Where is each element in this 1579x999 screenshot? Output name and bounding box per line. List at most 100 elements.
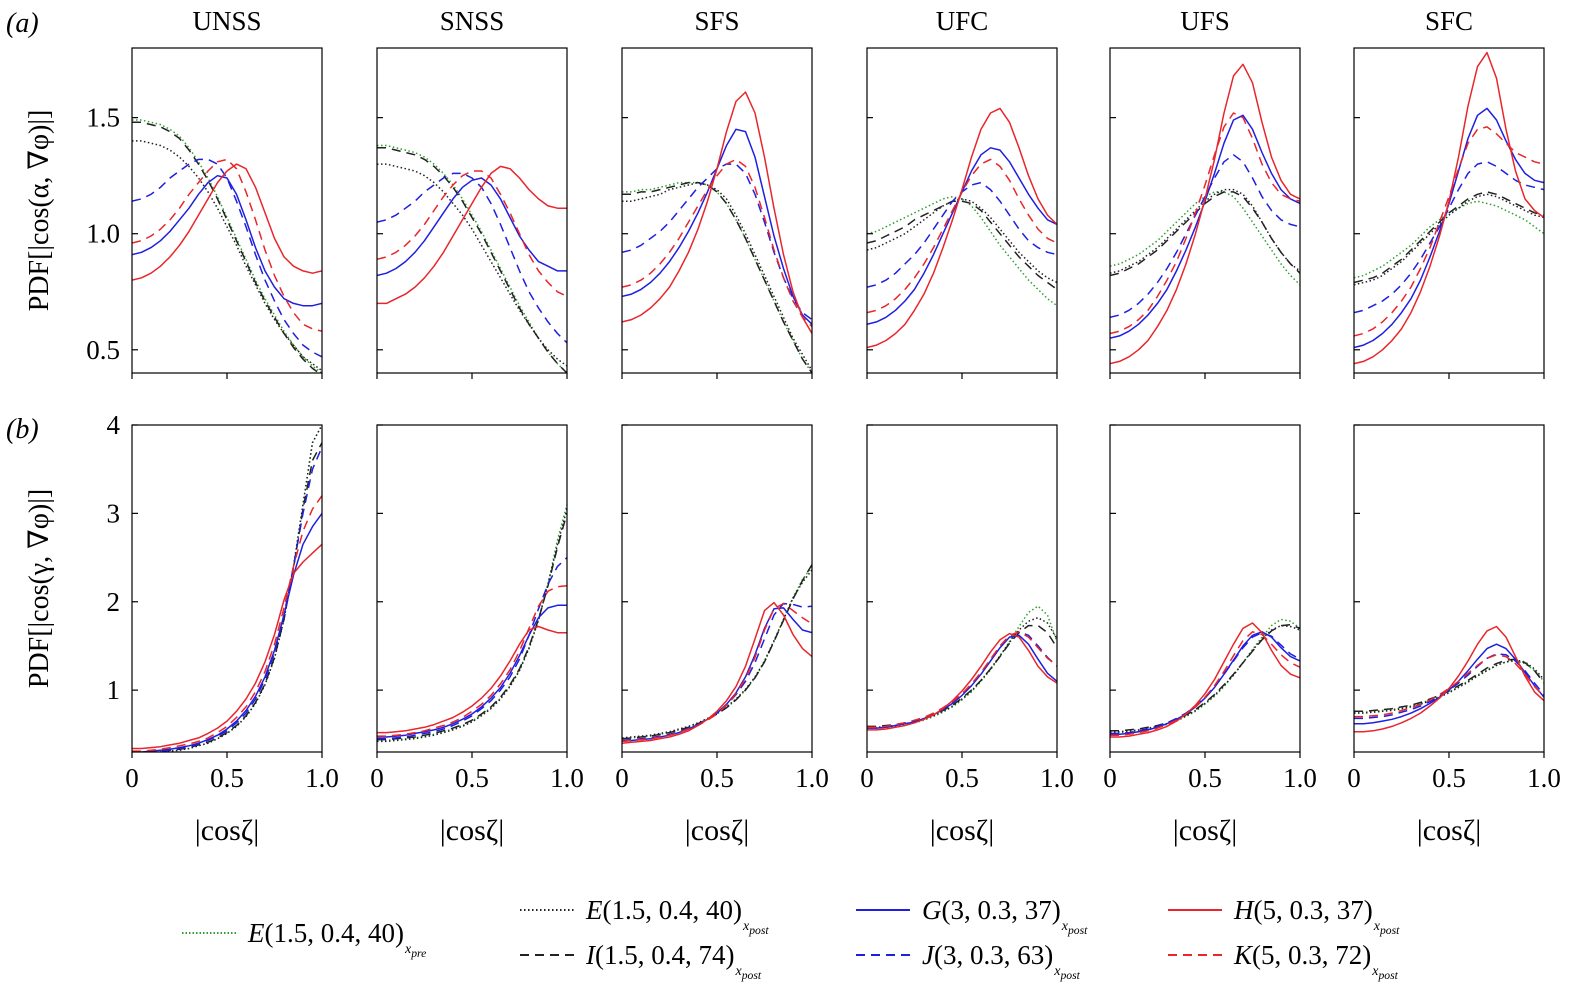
column-title-snss: SNSS <box>440 6 505 36</box>
series-line-E_post <box>132 140 322 372</box>
x-axis-label: |cosζ| <box>685 814 749 847</box>
series-line-H_post <box>377 625 567 734</box>
series-line-J_post <box>1110 631 1300 735</box>
panel-frame <box>621 424 813 753</box>
series-line-H_post <box>132 163 322 281</box>
x-axis-label: |cosζ| <box>1417 814 1481 847</box>
series-line-I_post <box>143 442 322 752</box>
legend-item-J-post: J(3, 0.3, 63)xpost <box>856 940 1080 981</box>
panel-a-sfs <box>621 47 813 379</box>
series-line-I_post <box>1354 658 1544 713</box>
series-line-E_post <box>1354 659 1544 714</box>
series-line-E_post <box>622 181 812 372</box>
panel-a-sfc <box>1353 47 1545 379</box>
y-tick-label: 1.0 <box>86 219 120 249</box>
series-line-J_post <box>622 163 812 321</box>
legend-swatch-G-post <box>856 909 910 911</box>
series-line-J_post <box>1354 653 1544 720</box>
series-line-G_post <box>1110 114 1300 339</box>
series-line-G_post <box>132 174 322 307</box>
x-axis-label: |cosζ| <box>195 814 259 847</box>
series-line-E_pre <box>1354 660 1544 713</box>
legend-item-H-post: H(5, 0.3, 37)xpost <box>1168 895 1399 936</box>
x-axis-label: |cosζ| <box>440 814 504 847</box>
series-line-K_post <box>867 631 1057 729</box>
series-line-E_post <box>867 616 1057 729</box>
series-line-E_post <box>867 198 1057 284</box>
x-tick-label: 0 <box>1347 763 1361 793</box>
x-tick-label: 0.5 <box>1432 763 1466 793</box>
y-tick-label: 4 <box>107 410 121 440</box>
x-tick-label: 0.5 <box>1188 763 1222 793</box>
x-tick-label: 0 <box>615 763 629 793</box>
series-line-E_pre <box>867 605 1057 729</box>
y-tick-label: 2 <box>107 587 121 617</box>
series-line-G_post <box>867 634 1057 729</box>
series-line-E_post <box>1110 624 1300 733</box>
x-tick-label: 1.0 <box>1040 763 1074 793</box>
panel-b-sfc: 0 0.5 1.0 |cosζ| <box>1347 424 1561 847</box>
series-line-I_post <box>1110 623 1300 732</box>
figure: (a) (b) UNSS SNSS SFS UFC UFS SFC PDF[|cos(α, ∇φ… <box>6 6 1561 847</box>
series-line-G_post <box>1354 643 1544 725</box>
series-line-I_post <box>867 624 1057 728</box>
series-line-G_post <box>132 512 322 752</box>
x-tick-label: 1.0 <box>1527 763 1561 793</box>
series-line-H_post <box>1354 51 1544 365</box>
panel-frame <box>376 424 568 753</box>
series-line-G_post <box>377 604 567 738</box>
series-line-E_pre <box>132 119 322 373</box>
series-line-K_post <box>622 158 812 328</box>
column-title-ufc: UFC <box>936 6 989 36</box>
panel-label-b: (b) <box>6 414 39 445</box>
series-line-G_post <box>1354 107 1544 349</box>
legend-item-E-pre: E(1.5, 0.4, 40)xpre <box>182 918 426 959</box>
x-tick-label: 0.5 <box>700 763 734 793</box>
x-tick-label: 1.0 <box>1283 763 1317 793</box>
series-line-E_pre <box>152 425 322 752</box>
series-line-E_pre <box>867 195 1057 307</box>
series-line-I_post <box>132 121 321 373</box>
series-line-H_post <box>867 632 1057 731</box>
series-line-J_post <box>143 446 322 752</box>
series-line-H_post <box>622 601 812 744</box>
x-tick-label: 0.5 <box>455 763 489 793</box>
series-line-K_post <box>377 585 567 737</box>
series-line-K_post <box>1354 126 1544 337</box>
series-line-K_post <box>132 158 322 332</box>
y-tick-label: 3 <box>107 498 121 528</box>
legend-item-E-post: E(1.5, 0.4, 40)xpost <box>520 895 769 936</box>
series-line-I_post <box>1110 191 1300 277</box>
legend-item-K-post: K(5, 0.3, 72)xpost <box>1168 940 1398 981</box>
legend-swatch-E-pre <box>182 932 236 934</box>
series-line-K_post <box>132 495 322 752</box>
series-line-I_post <box>377 147 567 373</box>
column-title-unss: UNSS <box>192 6 261 36</box>
series-line-H_post <box>132 543 322 750</box>
series-line-I_post <box>377 513 567 741</box>
legend-swatch-I-post <box>520 954 574 956</box>
series-line-H_post <box>1354 625 1544 733</box>
x-tick-label: 1.0 <box>550 763 584 793</box>
legend: E(1.5, 0.4, 40)xpre E(1.5, 0.4, 40)xpost… <box>0 880 1579 990</box>
series-line-J_post <box>867 631 1057 729</box>
series-line-E_post <box>377 163 567 367</box>
series-line-H_post <box>867 107 1057 349</box>
column-title-sfs: SFS <box>694 6 739 36</box>
legend-item-G-post: G(3, 0.3, 37)xpost <box>856 895 1087 936</box>
x-tick-label: 1.0 <box>795 763 829 793</box>
series-line-E_post <box>622 569 812 739</box>
series-line-K_post <box>377 170 567 298</box>
y-tick-label: 1 <box>107 675 121 705</box>
series-line-G_post <box>1110 631 1300 736</box>
panel-a-ufs <box>1109 47 1301 379</box>
legend-swatch-H-post <box>1168 909 1222 911</box>
series-line-J_post <box>132 158 322 358</box>
panel-b-ufs: 0 0.5 1.0 |cosζ| <box>1103 424 1317 847</box>
panel-b-sfs: 0 0.5 1.0 |cosζ| <box>615 424 829 847</box>
y-tick-label: 1.5 <box>86 103 120 133</box>
panel-b-unss: 1 2 3 4 0 0.5 1.0 |cosζ| <box>107 410 339 847</box>
panel-a-unss: 0.5 1.0 1.5 <box>86 47 323 379</box>
series-line-K_post <box>1354 654 1544 718</box>
panel-frame <box>866 424 1058 753</box>
